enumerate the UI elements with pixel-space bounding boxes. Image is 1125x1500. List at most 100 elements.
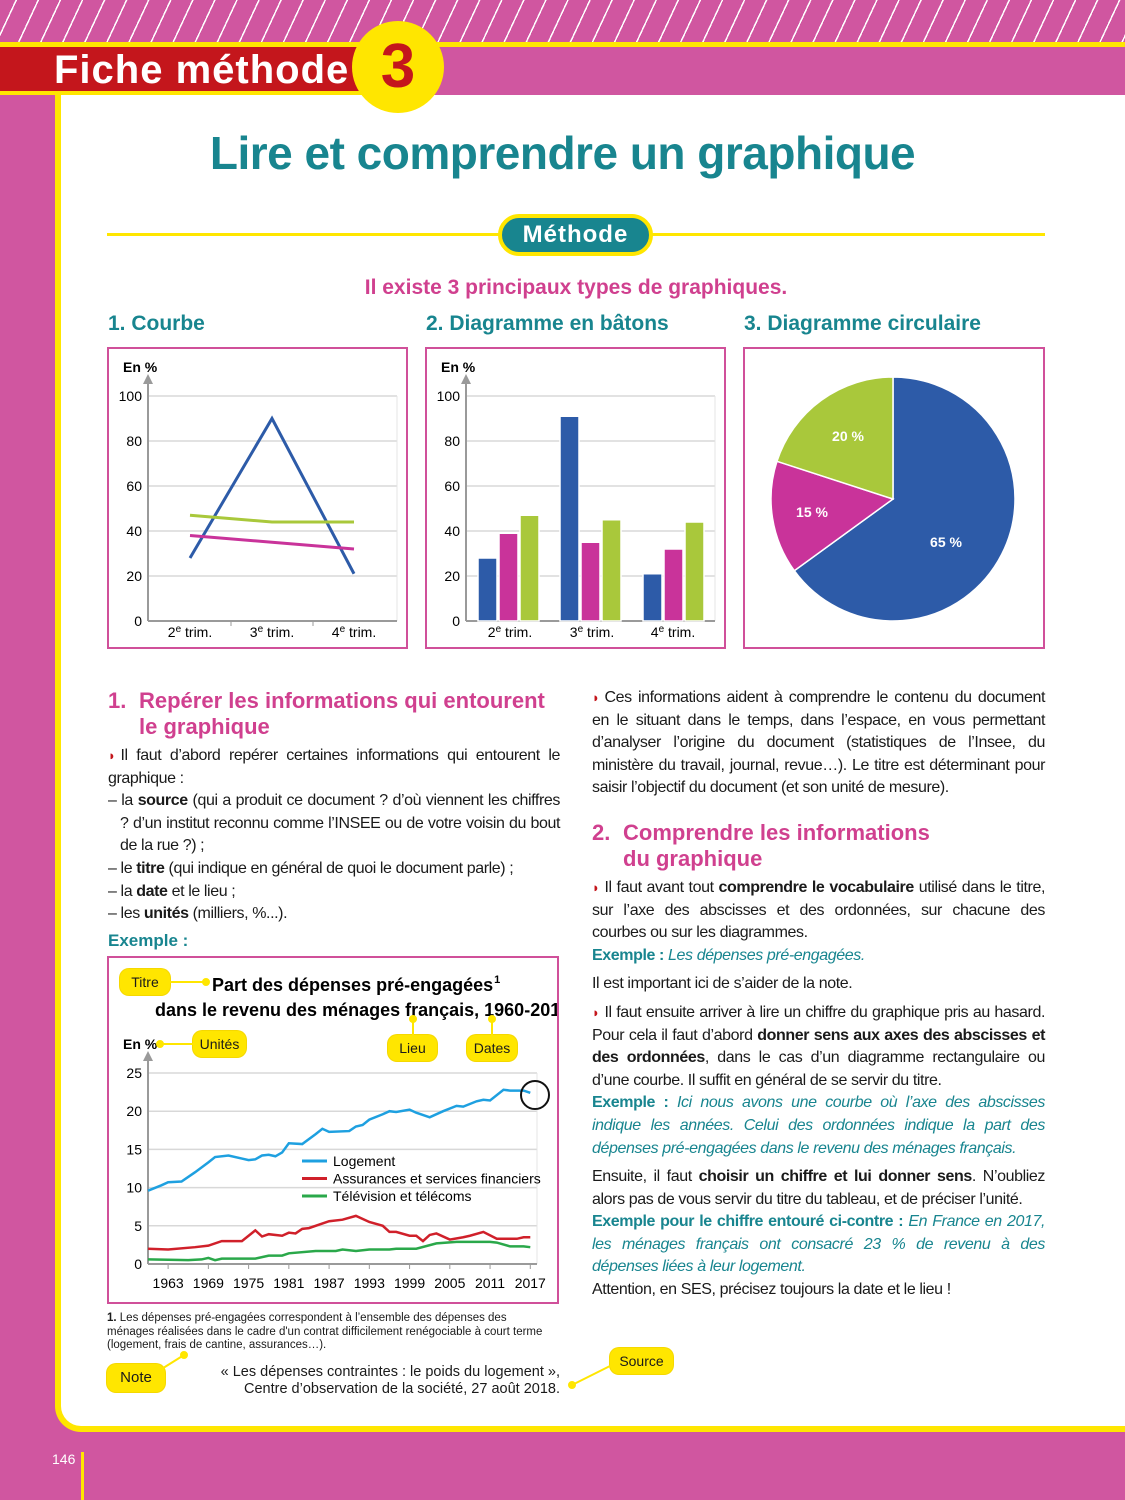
source-line-1: « Les dépenses contraintes : le poids du… [220,1364,560,1380]
y-axis-label: En % [123,1036,158,1052]
paragraph: ◗ Il faut ensuite arriver à lire un chiff… [592,1002,1045,1092]
text-segment: Il est important ici de s’aider de la no… [592,975,853,993]
x-tick-label: 2011 [475,1275,505,1291]
text-segment: . N’oubliez alors pas de vous servir du … [592,1168,1045,1208]
source-line-2: Centre d’observation de la société, 27 a… [244,1381,560,1397]
chart-title-text: Part des dépenses pré-engagées [212,975,493,995]
bullet-icon: ◗ [592,879,600,895]
bar [663,548,684,622]
bar [642,573,663,622]
bar [601,519,622,622]
page-title: Lire et comprendre un graphique [209,127,916,179]
text-segment: Exemple pour le chiffre entouré ci-contr… [592,1213,909,1231]
example-chart-box: Part des dépenses pré-engagées1 dans le r… [107,956,570,1304]
text-segment: titre [136,859,165,877]
bar-chart-box: 0 20 40 60 80 100 En % 2e trim. 3e trim. 4e trim. [425,347,726,649]
section-2-heading: 2. Comprendre les informations du graphi… [592,820,1045,872]
text-segment: date [136,882,168,900]
highlight-circle [520,1080,550,1110]
y-tick-label: 20 [126,568,142,584]
text-segment: choisir un chiffre et lui donner sens [698,1168,973,1186]
pie-slice [776,376,894,501]
legend-label: Télévision et télécoms [333,1188,472,1204]
paragraph: ◗ Il faut avant tout comprendre le vocabu… [592,877,1045,945]
right-intro-text: ◗ Ces informations aident à comprendre le… [592,687,1045,800]
annotation-source: Source [610,1348,673,1374]
section-1-body: ◗ Il faut d’abord repérer certaines infor… [108,745,560,926]
y-axis-arrow-icon [143,374,153,384]
page-number: 146 [52,1451,76,1467]
legend-label: Assurances et services financiers [333,1171,541,1187]
footnote-number: 1. [107,1312,117,1324]
chart-heading-pie: 3. Diagramme circulaire [744,312,981,335]
example-line-chart: Part des dépenses pré-engagées1 dans le r… [123,974,570,1291]
y-tick-label: 60 [126,478,142,494]
paragraph: ◗ Il faut d’abord repérer certaines infor… [108,745,560,790]
paragraph: – la date et le lieu ; [108,881,560,904]
annotation-note: Note [107,1364,165,1392]
paragraph: – le titre (qui indique en général de qu… [108,858,560,881]
bar [580,541,601,622]
line-chart-box: 0 20 40 60 80 100 En % 2e trim. 3e trim. 4e trim. [107,347,408,649]
y-axis-arrow-icon [461,374,471,384]
y-tick-label: 0 [452,613,460,629]
text-segment: Ces informations aident à comprendre le … [592,689,1045,797]
x-tick-label: 2e trim. [488,624,532,640]
series-line [147,1088,531,1192]
section-title: Repérer les informations qui entourent l… [139,688,545,739]
x-tick-label: 1987 [314,1275,345,1291]
series-line [188,415,356,575]
bar [477,557,498,622]
slice-label: 65 % [930,534,962,550]
right-column: ◗ Ces informations aident à comprendre le… [592,687,1045,1302]
annotation-dates: Dates [467,1035,517,1061]
header-label: Fiche méthode [54,48,350,92]
text-segment: comprendre le vocabulaire [718,878,915,896]
paragraph: – la source (qui a produit ce document ?… [108,790,560,858]
section-number: 1. [108,688,127,713]
y-tick-label: 60 [444,478,460,494]
divider [0,42,1125,47]
y-tick-label: 15 [126,1141,142,1157]
y-tick-label: 20 [444,568,460,584]
paragraph: Il est important ici de s’aider de la no… [592,973,1045,996]
y-tick-label: 25 [126,1065,142,1081]
text-segment: Il faut avant tout [604,878,719,896]
paragraph: – les unités (milliers, %...). [108,903,560,926]
bullet-icon: ◗ [592,690,600,705]
y-tick-label: 80 [126,433,142,449]
y-tick-label: 5 [134,1218,142,1234]
text-segment: , dans le cas d’un diagramme rectangulai… [592,1049,1045,1089]
section-number: 2. [592,819,611,845]
text-segment: – la [108,792,138,810]
text-segment: (milliers, %...). [188,905,288,923]
y-tick-label: 40 [126,523,142,539]
section-1-heading: 1. Repérer les informations qui entouren… [108,688,560,740]
x-tick-label: 2e trim. [168,624,212,640]
x-tick-label: 1963 [153,1275,184,1291]
intro-text: Il existe 3 principaux types de graphiqu… [364,276,788,299]
footnote-text: Les dépenses pré-engagées correspondent … [107,1312,543,1351]
y-tick-label: 80 [444,433,460,449]
y-tick-label: 0 [134,1256,142,1272]
text-segment: utilisé dans le titre, sur l’axe des abs… [592,878,1045,942]
slice-label: 15 % [796,504,828,520]
text-segment: (qui indique en général de quoi le docum… [164,859,514,877]
y-axis-label: En % [441,359,476,375]
y-tick-label: 10 [126,1180,142,1196]
annotation-unites: Unités [193,1031,246,1057]
series-line [189,513,354,524]
x-tick-label: 4e trim. [651,624,695,640]
x-tick-label: 2017 [515,1275,546,1291]
x-tick-label: 2005 [434,1275,465,1291]
paragraph: Exemple : Les dépenses pré-engagées. [592,945,1045,968]
text-segment: En France en 2017, les ménages français … [592,1213,1045,1276]
pie-chart: 65 % 15 % 20 % [770,376,1016,622]
y-tick-label: 20 [126,1103,142,1119]
footnote: 1. Les dépenses pré-engagées corresponde… [107,1312,557,1353]
series-line [147,1240,531,1262]
x-tick-label: 3e trim. [570,624,614,640]
text-segment: Exemple : [592,1094,677,1112]
y-tick-label: 0 [134,613,142,629]
annotation-titre: Titre [120,969,170,995]
